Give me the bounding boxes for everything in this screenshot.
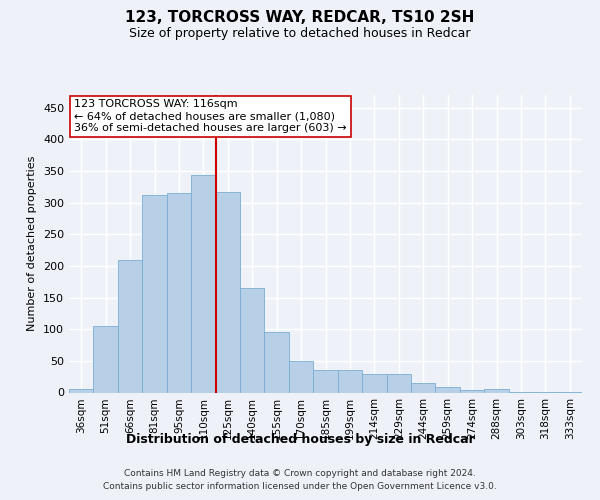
Bar — [289, 361, 313, 392]
Bar — [338, 370, 362, 392]
Bar — [142, 195, 167, 392]
Bar — [191, 176, 215, 392]
Text: 123, TORCROSS WAY, REDCAR, TS10 2SH: 123, TORCROSS WAY, REDCAR, TS10 2SH — [125, 10, 475, 25]
Bar — [313, 370, 338, 392]
Bar — [265, 332, 289, 392]
Bar — [436, 388, 460, 392]
Y-axis label: Number of detached properties: Number of detached properties — [28, 156, 37, 332]
Bar — [411, 383, 436, 392]
Text: Size of property relative to detached houses in Redcar: Size of property relative to detached ho… — [129, 28, 471, 40]
Text: Contains public sector information licensed under the Open Government Licence v3: Contains public sector information licen… — [103, 482, 497, 491]
Bar — [240, 288, 265, 393]
Bar — [386, 374, 411, 392]
Bar — [94, 326, 118, 392]
Bar — [167, 193, 191, 392]
Bar — [118, 260, 142, 392]
Bar — [460, 390, 484, 392]
Text: Contains HM Land Registry data © Crown copyright and database right 2024.: Contains HM Land Registry data © Crown c… — [124, 469, 476, 478]
Bar — [69, 388, 94, 392]
Text: 123 TORCROSS WAY: 116sqm
← 64% of detached houses are smaller (1,080)
36% of sem: 123 TORCROSS WAY: 116sqm ← 64% of detach… — [74, 100, 347, 132]
Bar — [484, 390, 509, 392]
Bar — [362, 374, 386, 392]
Bar — [215, 192, 240, 392]
Text: Distribution of detached houses by size in Redcar: Distribution of detached houses by size … — [125, 432, 475, 446]
